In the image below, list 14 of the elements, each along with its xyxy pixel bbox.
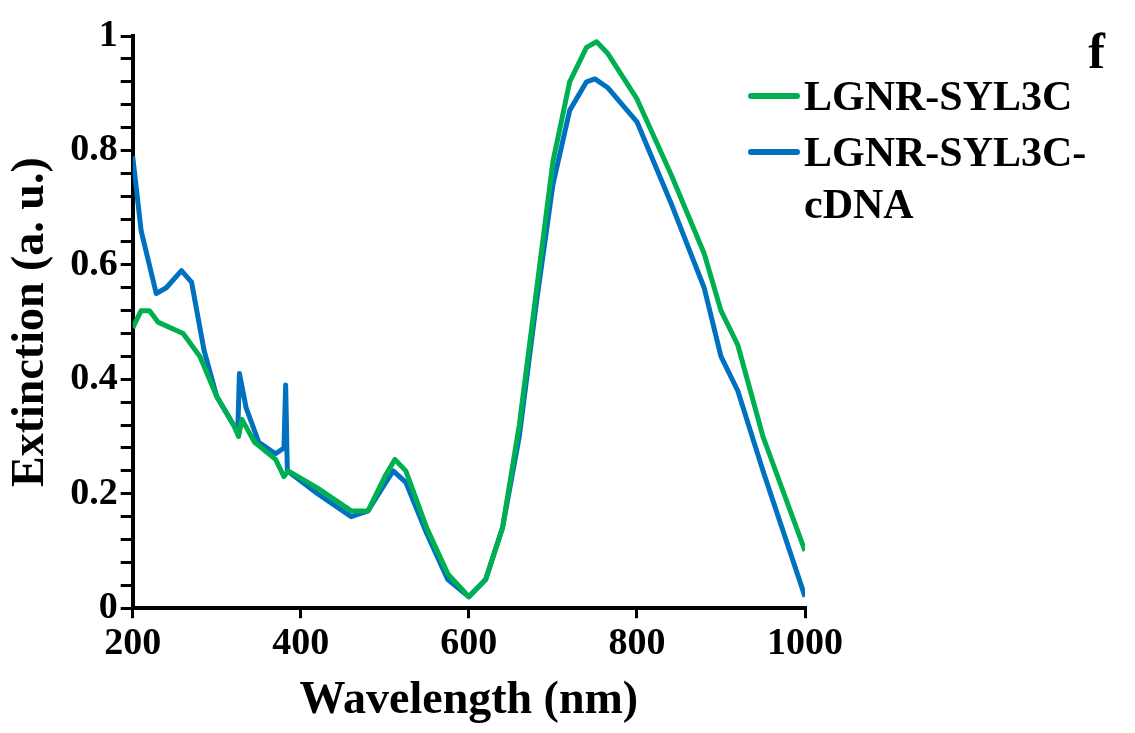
x-tick-label: 400 — [272, 619, 330, 662]
x-tick-label: 600 — [440, 619, 498, 662]
legend-label: LGNR-SYL3C — [804, 73, 1073, 119]
x-tick-label: 800 — [608, 619, 666, 662]
legend-label: LGNR-SYL3C-cDNA — [804, 128, 1088, 229]
y-tick-label: 0.8 — [70, 126, 118, 169]
y-tick-label: 0.2 — [70, 469, 118, 512]
x-axis-title: Wavelength (nm) — [299, 672, 639, 724]
y-axis-title: Extinction (a. u.) — [2, 157, 54, 487]
text: f — [1088, 22, 1105, 80]
y-tick-label: 1 — [98, 11, 118, 54]
y-tick-label: 0.6 — [70, 240, 118, 283]
y-tick-label: 0.4 — [70, 355, 118, 398]
x-tick-label: 1000 — [767, 619, 843, 662]
